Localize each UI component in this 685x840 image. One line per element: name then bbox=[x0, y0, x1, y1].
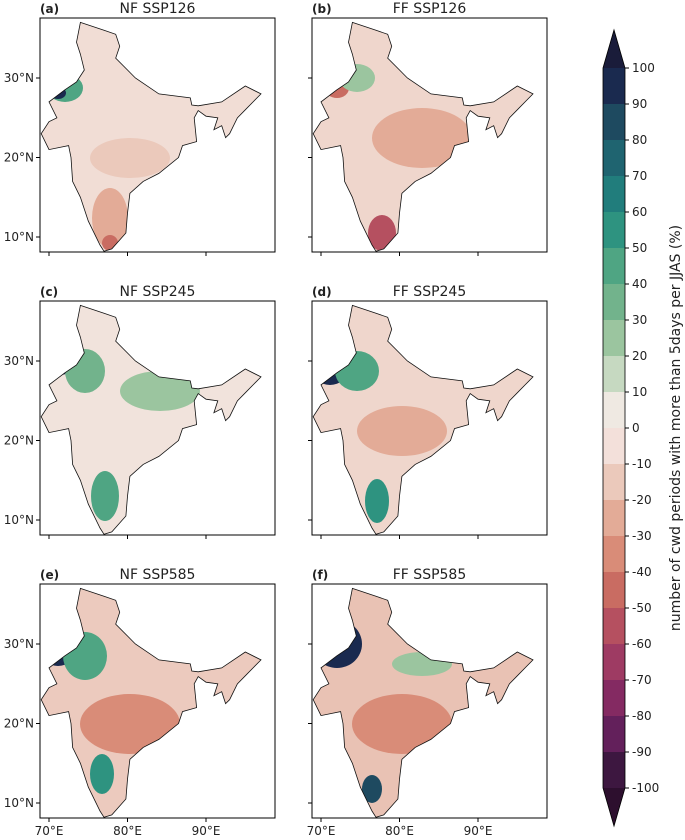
lat-tick-label: 10°N bbox=[4, 513, 34, 527]
map-shape bbox=[90, 754, 114, 794]
colorbar-bin bbox=[603, 680, 625, 716]
lat-tick-label: 20°N bbox=[4, 151, 34, 165]
lat-tick-label: 10°N bbox=[4, 796, 34, 810]
panel-label: (e) bbox=[40, 568, 59, 582]
map-panel bbox=[311, 17, 548, 253]
colorbar-bin bbox=[603, 716, 625, 752]
colorbar-tick-label: 60 bbox=[632, 205, 647, 219]
colorbar-tick-label: 0 bbox=[632, 421, 640, 435]
colorbar-tick-label: -10 bbox=[632, 457, 652, 471]
lon-tick-label: 70°E bbox=[307, 824, 336, 838]
colorbar-bin bbox=[603, 752, 625, 788]
map-shape bbox=[352, 694, 452, 754]
colorbar-tick-label: 100 bbox=[632, 61, 655, 75]
map-shape bbox=[368, 215, 396, 251]
lon-tick-label: 70°E bbox=[35, 824, 64, 838]
colorbar-tick-label: -100 bbox=[632, 781, 659, 795]
colorbar-tick-label: -60 bbox=[632, 637, 652, 651]
map-panel bbox=[39, 17, 276, 253]
colorbar-bin bbox=[603, 212, 625, 248]
colorbar-tick-label: 20 bbox=[632, 349, 647, 363]
colorbar-over bbox=[603, 30, 625, 68]
colorbar-bin bbox=[603, 428, 625, 464]
colorbar-tick-label: -70 bbox=[632, 673, 652, 687]
colorbar-tick-label: -50 bbox=[632, 601, 652, 615]
colorbar-label: number of cwd periods with more than 5da… bbox=[668, 225, 684, 631]
colorbar-tick-label: 70 bbox=[632, 169, 647, 183]
colorbar-bin bbox=[603, 104, 625, 140]
panel-title: FF SSP245 bbox=[393, 284, 467, 300]
map-shape bbox=[372, 108, 472, 168]
map-shape bbox=[325, 64, 472, 251]
panel-title: FF SSP585 bbox=[393, 567, 467, 583]
lat-tick-label: 10°N bbox=[4, 230, 34, 244]
lat-tick-label: 20°N bbox=[4, 434, 34, 448]
map-shape bbox=[365, 479, 389, 523]
lat-tick-label: 20°N bbox=[4, 717, 34, 731]
colorbar-tick-label: 80 bbox=[632, 133, 647, 147]
lon-tick-label: 90°E bbox=[464, 824, 493, 838]
colorbar-bin bbox=[603, 572, 625, 608]
map-shape bbox=[80, 694, 180, 754]
colorbar-tick-label: -40 bbox=[632, 565, 652, 579]
colorbar-bin bbox=[603, 464, 625, 500]
colorbar-bin bbox=[603, 644, 625, 680]
colorbar-bin bbox=[603, 500, 625, 536]
colorbar-bin bbox=[603, 320, 625, 356]
colorbar-bin bbox=[603, 140, 625, 176]
map-shape bbox=[357, 406, 447, 456]
lon-tick-label: 80°E bbox=[113, 824, 142, 838]
panel-label: (a) bbox=[40, 2, 59, 16]
panel-title: FF SSP126 bbox=[393, 1, 467, 17]
colorbar-tick-label: -30 bbox=[632, 529, 652, 543]
colorbar-tick-label: 90 bbox=[632, 97, 647, 111]
map-panel bbox=[311, 300, 548, 536]
colorbar-bin bbox=[603, 608, 625, 644]
map-shape bbox=[91, 471, 119, 521]
colorbar-tick-label: 50 bbox=[632, 241, 647, 255]
colorbar-tick-label: 40 bbox=[632, 277, 647, 291]
panel-label: (d) bbox=[312, 285, 332, 299]
colorbar-tick-label: 10 bbox=[632, 385, 647, 399]
colorbar-bin bbox=[603, 284, 625, 320]
map-panel bbox=[39, 300, 276, 536]
panel-label: (b) bbox=[312, 2, 332, 16]
colorbar-tick-label: 30 bbox=[632, 313, 647, 327]
map-panel bbox=[311, 583, 548, 819]
colorbar-tick-label: -90 bbox=[632, 745, 652, 759]
panel-label: (c) bbox=[40, 285, 58, 299]
colorbar-tick-label: -80 bbox=[632, 709, 652, 723]
colorbar-under bbox=[603, 788, 625, 826]
panel-title: NF SSP126 bbox=[120, 1, 196, 17]
panel-label: (f) bbox=[312, 568, 328, 582]
colorbar-tick-label: -20 bbox=[632, 493, 652, 507]
colorbar-bin bbox=[603, 68, 625, 104]
panel-title: NF SSP585 bbox=[120, 567, 196, 583]
map-shape bbox=[90, 138, 170, 178]
panel-title: NF SSP245 bbox=[120, 284, 196, 300]
map-shape bbox=[92, 188, 128, 248]
colorbar-bin bbox=[603, 536, 625, 572]
map-shape bbox=[362, 775, 382, 803]
lat-tick-label: 30°N bbox=[4, 71, 34, 85]
map-panel bbox=[39, 583, 276, 819]
colorbar-bin bbox=[603, 356, 625, 392]
colorbar-bin bbox=[603, 176, 625, 212]
colorbar-bin bbox=[603, 392, 625, 428]
colorbar-bin bbox=[603, 248, 625, 284]
lat-tick-label: 30°N bbox=[4, 354, 34, 368]
lat-tick-label: 30°N bbox=[4, 637, 34, 651]
map-shape bbox=[120, 371, 200, 411]
lon-tick-label: 80°E bbox=[385, 824, 414, 838]
lon-tick-label: 90°E bbox=[192, 824, 221, 838]
